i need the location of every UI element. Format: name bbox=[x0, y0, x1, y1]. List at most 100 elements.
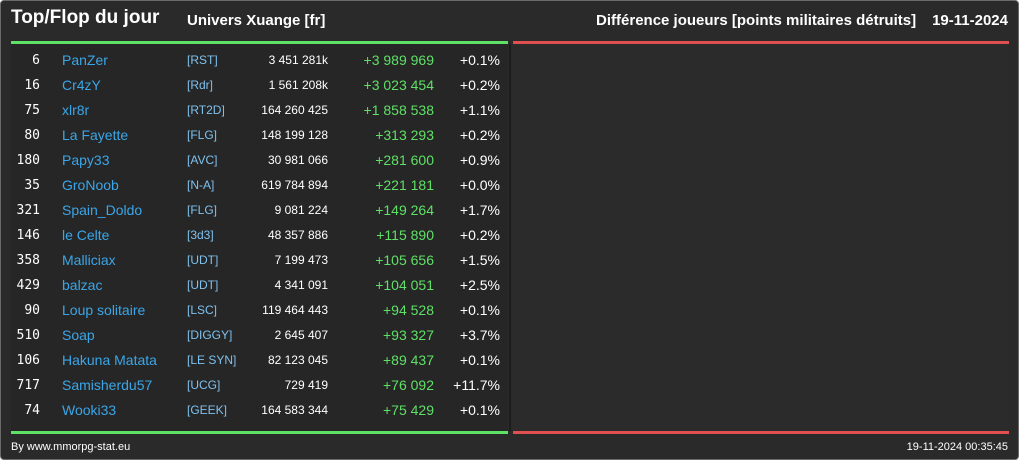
difference-cell: +313 293 bbox=[375, 127, 434, 143]
player-name-link[interactable]: Wooki33 bbox=[62, 402, 117, 418]
alliance-tag-link[interactable]: [UDT] bbox=[187, 253, 219, 267]
difference-cell: +149 264 bbox=[375, 202, 434, 218]
player-name-link[interactable]: balzac bbox=[62, 277, 103, 293]
difference-cell: +89 437 bbox=[383, 352, 434, 368]
rank-cell: 90 bbox=[24, 303, 40, 318]
difference-cell: +1 858 538 bbox=[363, 102, 434, 118]
points-cell: 48 357 886 bbox=[267, 228, 328, 242]
difference-cell: +221 181 bbox=[375, 177, 434, 193]
rank-cell: 80 bbox=[24, 128, 40, 143]
alliance-tag-link[interactable]: [Rdr] bbox=[187, 78, 214, 92]
table-row: 510 Soap [DIGGY] 2 645 407 +93 327 +3.7% bbox=[11, 323, 508, 348]
player-name-link[interactable]: Cr4zY bbox=[62, 77, 101, 93]
top-bar-bottom bbox=[11, 431, 508, 434]
alliance-tag-link[interactable]: [AVC] bbox=[187, 153, 218, 167]
table-row: 106 Hakuna Matata [LE SYN] 82 123 045 +89 43… bbox=[11, 348, 508, 373]
percent-cell: +3.7% bbox=[459, 327, 500, 343]
percent-cell: +2.5% bbox=[459, 277, 500, 293]
alliance-tag-link[interactable]: [GEEK] bbox=[187, 403, 228, 417]
table-row: 80 La Fayette [FLG] 148 199 128 +313 293 +0.2… bbox=[11, 123, 508, 148]
player-name-link[interactable]: PanZer bbox=[62, 52, 108, 68]
rank-cell: 321 bbox=[16, 203, 40, 218]
alliance-tag-link[interactable]: [DIGGY] bbox=[187, 328, 233, 342]
difference-cell: +104 051 bbox=[375, 277, 434, 293]
alliance-tag-link[interactable]: [RST] bbox=[187, 53, 218, 67]
header-date: 19-11-2024 bbox=[932, 12, 1008, 29]
points-cell: 30 981 066 bbox=[267, 153, 328, 167]
table-row: 717 Samisherdu57 [UCG] 729 419 +76 092 +11.7% bbox=[11, 373, 508, 398]
rank-cell: 510 bbox=[16, 328, 40, 343]
table-row: 90 Loup solitaire [LSC] 119 464 443 +94 528 +… bbox=[11, 298, 508, 323]
percent-cell: +0.1% bbox=[459, 402, 500, 418]
percent-cell: +11.7% bbox=[453, 377, 500, 393]
panel-divider bbox=[509, 44, 511, 431]
flop-bar-bottom bbox=[513, 431, 1009, 434]
difference-cell: +3 989 969 bbox=[363, 52, 434, 68]
alliance-tag-link[interactable]: [UCG] bbox=[187, 378, 221, 392]
player-name-link[interactable]: Loup solitaire bbox=[62, 302, 146, 318]
flop-ranking-panel bbox=[513, 44, 1009, 431]
difference-cell: +76 092 bbox=[383, 377, 434, 393]
table-row: 16 Cr4zY [Rdr] 1 561 208k +3 023 454 +0.2% bbox=[11, 73, 508, 98]
points-cell: 3 451 281k bbox=[268, 53, 328, 67]
percent-cell: +0.9% bbox=[459, 152, 500, 168]
rank-cell: 74 bbox=[24, 403, 40, 418]
difference-cell: +281 600 bbox=[375, 152, 434, 168]
top-bar-top bbox=[11, 41, 508, 44]
percent-cell: +0.2% bbox=[459, 227, 500, 243]
alliance-tag-link[interactable]: [RT2D] bbox=[187, 103, 225, 117]
header-info: Différence joueurs [points militaires dé… bbox=[596, 12, 1008, 29]
table-row: 6 PanZer [RST] 3 451 281k +3 989 969 +0.1% bbox=[11, 48, 508, 73]
percent-cell: +0.1% bbox=[459, 302, 500, 318]
alliance-tag-link[interactable]: [FLG] bbox=[187, 203, 218, 217]
player-name-link[interactable]: Malliciax bbox=[62, 252, 116, 268]
player-name-link[interactable]: Samisherdu57 bbox=[62, 377, 153, 393]
table-row: 74 Wooki33 [GEEK] 164 583 344 +75 429 +0.1% bbox=[11, 398, 508, 423]
points-cell: 619 784 894 bbox=[261, 178, 328, 192]
difference-cell: +3 023 454 bbox=[363, 77, 434, 93]
table-row: 146 le Celte [3d3] 48 357 886 +115 890 +0.2% bbox=[11, 223, 508, 248]
player-name-link[interactable]: xlr8r bbox=[62, 102, 90, 118]
points-cell: 4 341 091 bbox=[274, 278, 328, 292]
alliance-tag-link[interactable]: [LE SYN] bbox=[187, 353, 237, 367]
points-cell: 1 561 208k bbox=[268, 78, 328, 92]
percent-cell: +1.1% bbox=[459, 102, 500, 118]
page-title: Top/Flop du jour bbox=[11, 7, 160, 28]
difference-cell: +75 429 bbox=[383, 402, 434, 418]
percent-cell: +0.1% bbox=[459, 352, 500, 368]
points-cell: 164 583 344 bbox=[261, 403, 328, 417]
category-label: Différence joueurs [points militaires dé… bbox=[596, 12, 917, 29]
table-row: 358 Malliciax [UDT] 7 199 473 +105 656 +1.5% bbox=[11, 248, 508, 273]
percent-cell: +0.2% bbox=[459, 127, 500, 143]
footer-timestamp: 19-11-2024 00:35:45 bbox=[906, 441, 1008, 453]
alliance-tag-link[interactable]: [3d3] bbox=[187, 228, 214, 242]
player-name-link[interactable]: le Celte bbox=[62, 227, 110, 243]
alliance-tag-link[interactable]: [FLG] bbox=[187, 128, 218, 142]
site-credit: By www.mmorpg-stat.eu bbox=[11, 441, 131, 453]
player-name-link[interactable]: GroNoob bbox=[62, 177, 119, 193]
alliance-tag-link[interactable]: [LSC] bbox=[187, 303, 218, 317]
table-row: 321 Spain_Doldo [FLG] 9 081 224 +149 264 +1.7… bbox=[11, 198, 508, 223]
percent-cell: +0.1% bbox=[459, 52, 500, 68]
table-row: 75 xlr8r [RT2D] 164 260 425 +1 858 538 +1.1% bbox=[11, 98, 508, 123]
rank-cell: 6 bbox=[32, 53, 40, 68]
percent-cell: +0.0% bbox=[459, 177, 500, 193]
table-row: 35 GroNoob [N-A] 619 784 894 +221 181 +0.0% bbox=[11, 173, 508, 198]
difference-cell: +93 327 bbox=[383, 327, 434, 343]
alliance-tag-link[interactable]: [N-A] bbox=[187, 178, 215, 192]
points-cell: 729 419 bbox=[284, 378, 328, 392]
rank-cell: 16 bbox=[24, 78, 40, 93]
rank-cell: 180 bbox=[16, 153, 40, 168]
table-row: 180 Papy33 [AVC] 30 981 066 +281 600 +0.9% bbox=[11, 148, 508, 173]
player-name-link[interactable]: La Fayette bbox=[62, 127, 129, 143]
points-cell: 164 260 425 bbox=[261, 103, 328, 117]
percent-cell: +1.5% bbox=[459, 252, 500, 268]
rank-cell: 146 bbox=[16, 228, 40, 243]
player-name-link[interactable]: Papy33 bbox=[62, 152, 110, 168]
player-name-link[interactable]: Soap bbox=[62, 327, 95, 343]
player-name-link[interactable]: Spain_Doldo bbox=[62, 202, 143, 218]
top-ranking-panel: 6 PanZer [RST] 3 451 281k +3 989 969 +0.1% 16 C… bbox=[11, 44, 508, 431]
player-name-link[interactable]: Hakuna Matata bbox=[62, 352, 157, 368]
alliance-tag-link[interactable]: [UDT] bbox=[187, 278, 219, 292]
